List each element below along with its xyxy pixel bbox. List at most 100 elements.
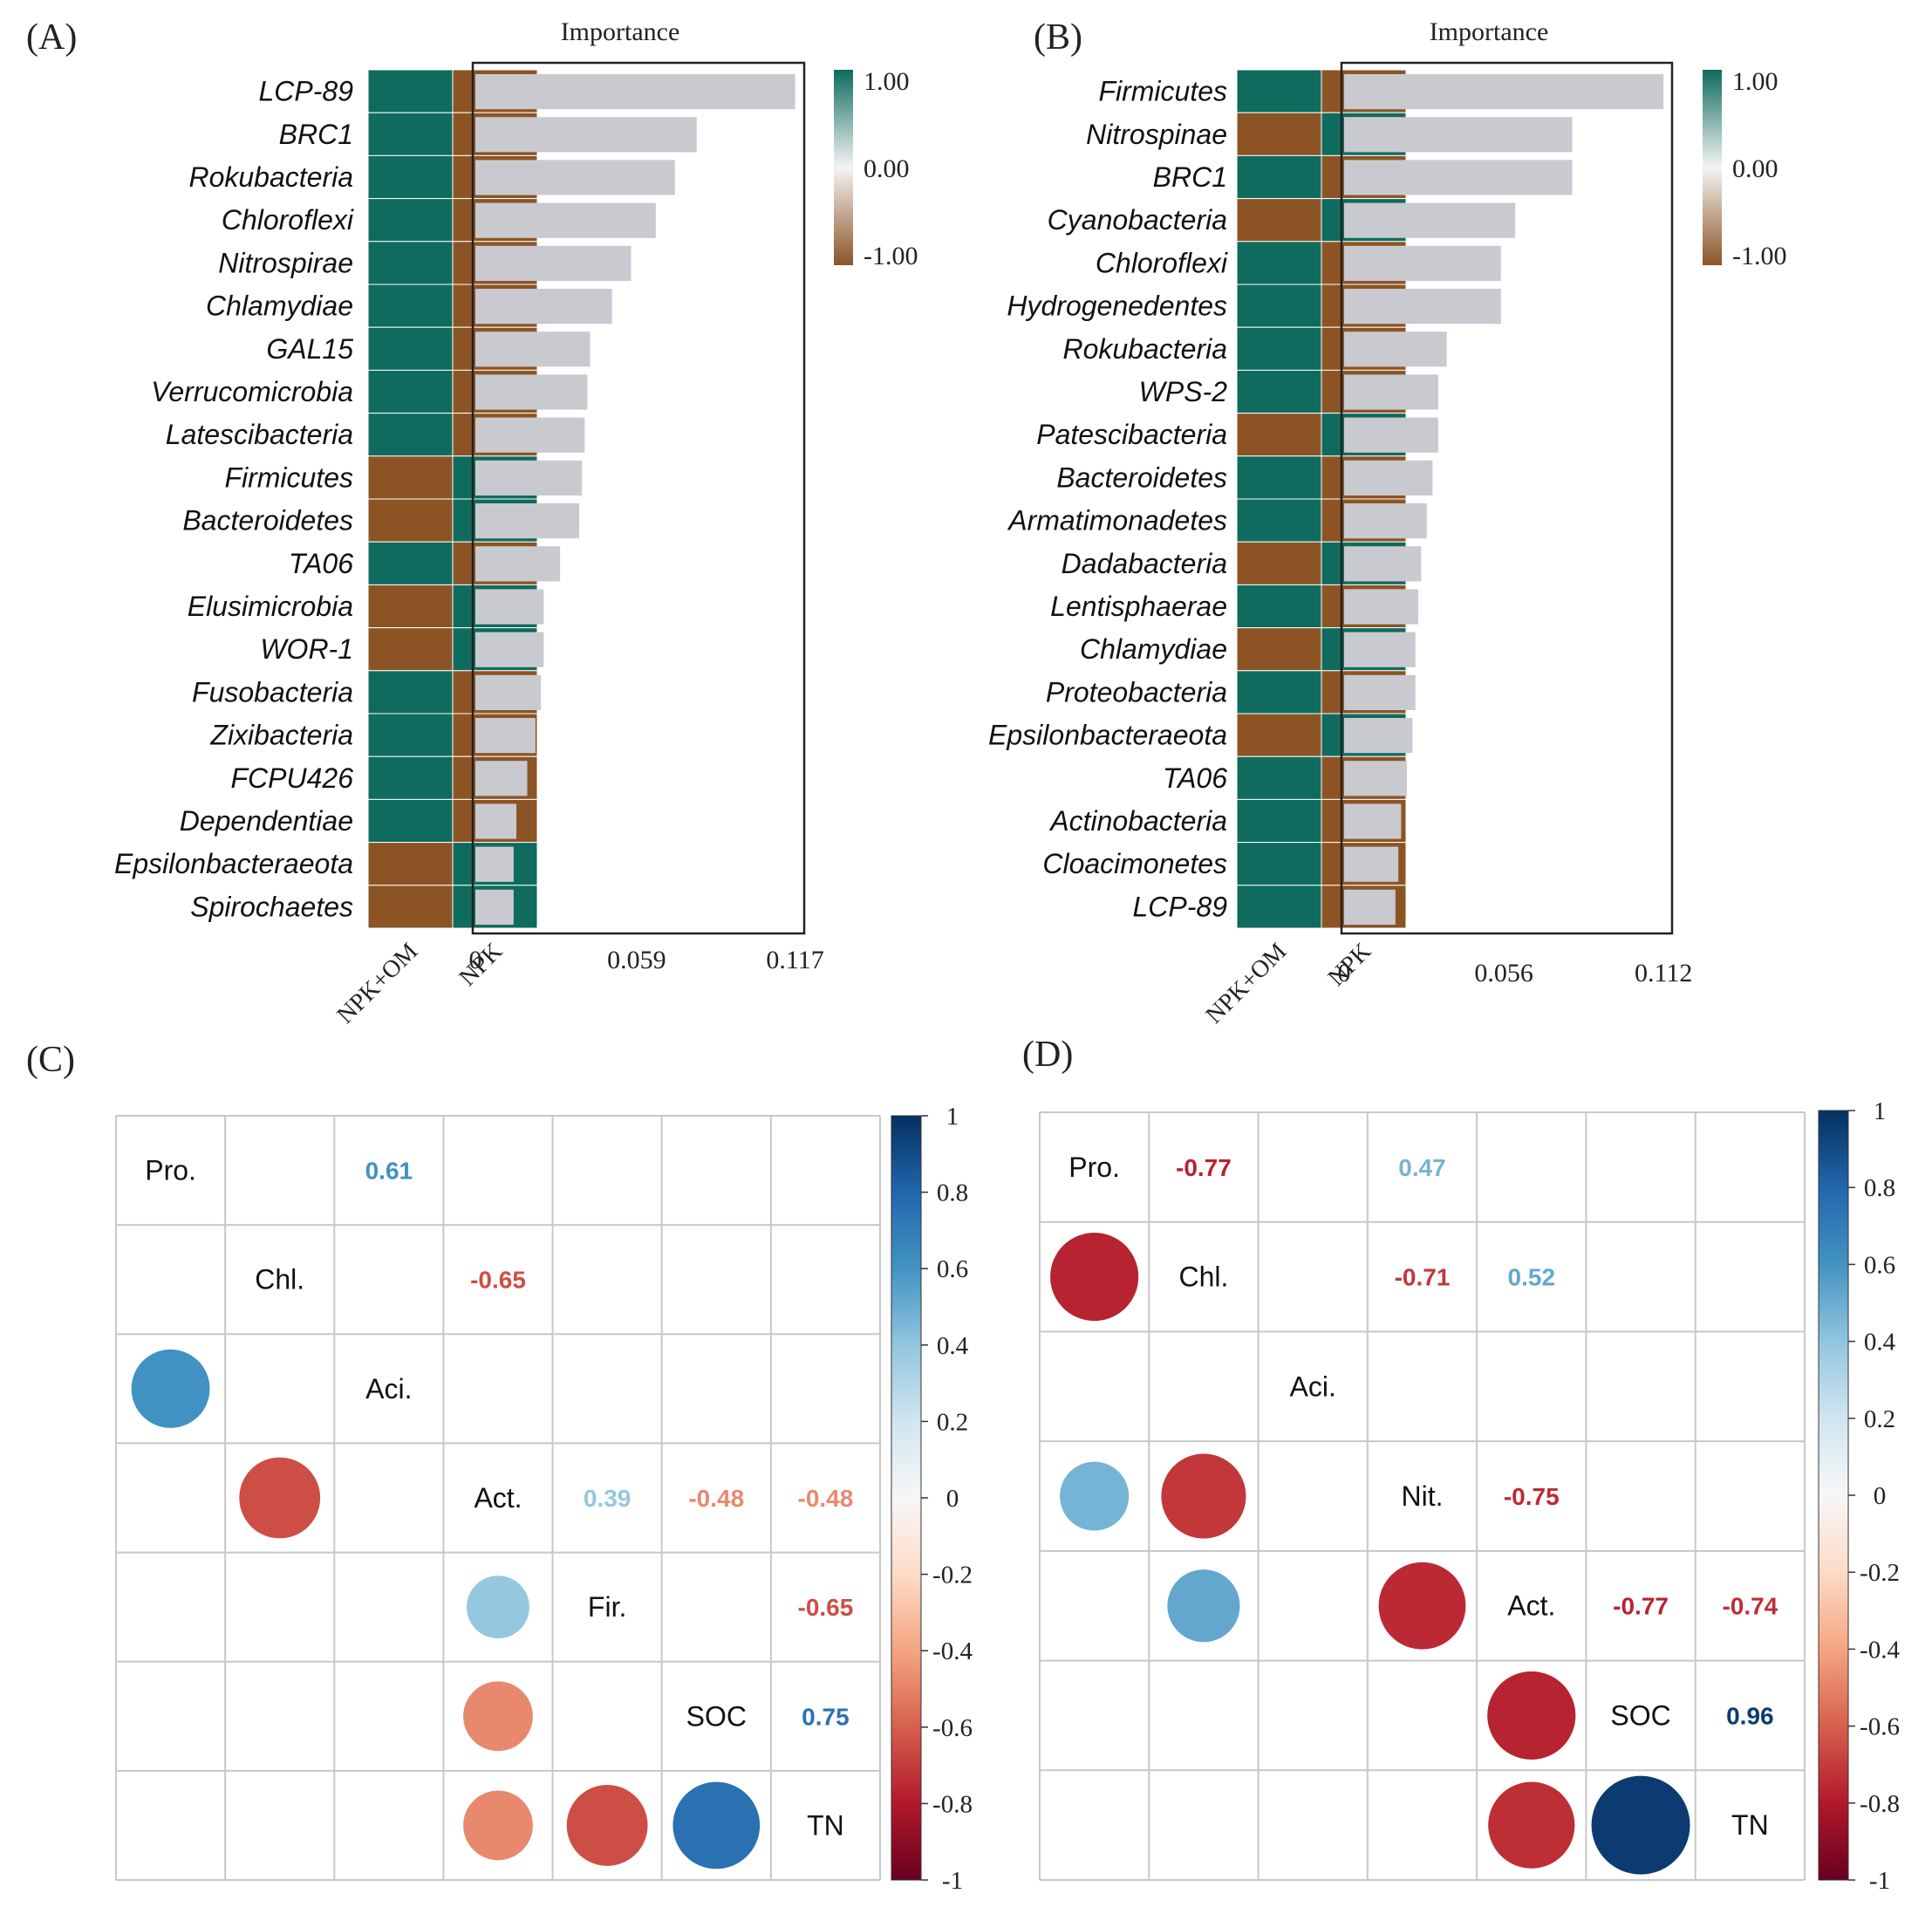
correlation-circle (1591, 1775, 1690, 1875)
importance-bar (475, 160, 675, 195)
category-label: Epsilonbacteraeota (114, 848, 353, 879)
category-label: GAL15 (266, 333, 353, 365)
heatmap-cell (1236, 112, 1322, 156)
heatmap-cell (1236, 584, 1322, 629)
heatmap-cell (1236, 154, 1322, 200)
colorbar-tick-label: 1 (1874, 1097, 1887, 1125)
heatmap-cell (367, 455, 454, 500)
correlation-circle (131, 1349, 210, 1428)
heatmap-cell (367, 541, 454, 585)
importance-bar (1344, 332, 1447, 367)
colorbar-tick-label: 0.2 (937, 1408, 968, 1436)
heatmap-cell (1236, 498, 1322, 543)
importance-bar (475, 674, 542, 710)
variable-label: TN (1731, 1809, 1769, 1841)
heatmap-column-label: NPK+OM (1201, 938, 1293, 1029)
correlation-circle (1060, 1461, 1130, 1531)
variable-label: Chl. (1178, 1261, 1228, 1293)
correlation-circle (467, 1576, 529, 1639)
importance-bar (1344, 674, 1416, 710)
panel-d: Pro. Chl. Aci. Nit. Act. SOC TN -0.77 0.47 -0.71 0… (1039, 1097, 1900, 1895)
colorbar-tick-label: 0 (946, 1485, 959, 1513)
colorbar-tick-label: -0.6 (1860, 1713, 1900, 1741)
x-tick-label: 0.112 (1635, 959, 1692, 988)
category-label: Bacteroidetes (182, 505, 353, 537)
x-tick-label: 0.056 (1474, 959, 1533, 988)
importance-bar (1344, 889, 1396, 925)
correlation-circle (463, 1790, 533, 1861)
category-label: Firmicutes (224, 461, 353, 493)
category-label: Patescibacteria (1036, 419, 1227, 450)
category-label: Cloacimonetes (1042, 848, 1227, 879)
category-label: Bacteroidetes (1056, 461, 1227, 493)
coefficient-label: 0.75 (802, 1703, 850, 1730)
category-label: Chloroflexi (222, 204, 354, 236)
importance-bar (1344, 546, 1422, 582)
heatmap-cell (1236, 198, 1322, 243)
heatmap-cell (367, 885, 454, 929)
heatmap-cell (1236, 627, 1322, 672)
category-label: Latescibacteria (166, 419, 353, 450)
category-label: Zixibacteria (209, 720, 353, 751)
heatmap-cell (1236, 670, 1322, 714)
importance-bar (475, 460, 583, 496)
category-label: WOR-1 (260, 633, 353, 665)
chart-title: Importance (1430, 17, 1549, 46)
colorbar-tick-label: 0.00 (1732, 154, 1778, 183)
importance-bar (1344, 374, 1438, 410)
coefficient-label: -0.65 (470, 1267, 526, 1294)
importance-bar (475, 718, 536, 754)
variable-label: Act. (1507, 1590, 1555, 1622)
heatmap-cell (1236, 541, 1322, 585)
category-label: Chlamydiae (1080, 633, 1227, 665)
colorbar-tick-label: -0.2 (1860, 1559, 1900, 1587)
coefficient-label: -0.75 (1504, 1483, 1560, 1510)
variable-label: Aci. (1290, 1371, 1336, 1402)
category-label: Chlamydiae (206, 291, 353, 322)
category-label: Nitrospinae (1086, 119, 1227, 150)
importance-bar (1344, 417, 1438, 453)
colorbar-tick-label: 0.00 (864, 154, 910, 183)
category-label: Dadabacteria (1062, 548, 1227, 579)
panel-label-b: (B) (1034, 17, 1082, 58)
colorbar-tick-label: 0 (1874, 1482, 1887, 1510)
coefficient-label: 0.52 (1508, 1264, 1556, 1291)
panel-label-c: (C) (26, 1040, 75, 1080)
colorbar-tick-label: 0.4 (1864, 1329, 1896, 1357)
coefficient-label: -0.71 (1395, 1264, 1451, 1291)
colorbar-tick-label: 0.6 (937, 1255, 968, 1283)
chart-title: Importance (561, 17, 680, 46)
importance-bar (1344, 632, 1416, 667)
heatmap-cell (367, 498, 454, 543)
heatmap-cell (1236, 755, 1322, 800)
importance-bar (475, 889, 514, 925)
colorbar-tick-label: 0.4 (937, 1332, 969, 1360)
coefficient-label: -0.48 (798, 1485, 854, 1512)
category-label: Nitrospirae (218, 247, 353, 278)
heatmap-column-label: NPK (1323, 938, 1377, 992)
heatmap-cell (367, 713, 454, 757)
correlation-circle (1378, 1562, 1466, 1650)
coefficient-label: -0.48 (688, 1485, 744, 1512)
category-label: Cyanobacteria (1048, 204, 1227, 236)
importance-bar (475, 117, 697, 153)
colorbar-tick-label: 0.6 (1864, 1251, 1895, 1279)
heatmap-cell (1236, 885, 1322, 929)
category-label: BRC1 (1153, 161, 1227, 193)
heatmap-cell (1236, 798, 1322, 844)
variable-label: Nit. (1402, 1480, 1444, 1512)
colorbar-tick-label: 1.00 (864, 67, 910, 96)
correlation-circle (239, 1457, 321, 1539)
variable-label: SOC (686, 1700, 747, 1732)
heatmap-cell (1236, 369, 1322, 414)
heatmap-cell (367, 842, 454, 886)
variable-label: Pro. (145, 1155, 196, 1186)
heatmap-cell (367, 326, 454, 371)
heatmap-cell (367, 413, 454, 457)
coefficient-label: -0.74 (1722, 1593, 1778, 1620)
x-tick-label: 0 (1338, 959, 1351, 988)
colorbar-tick-label: -0.4 (1860, 1636, 1900, 1664)
importance-bar (1344, 846, 1399, 882)
colorbar (834, 70, 853, 265)
